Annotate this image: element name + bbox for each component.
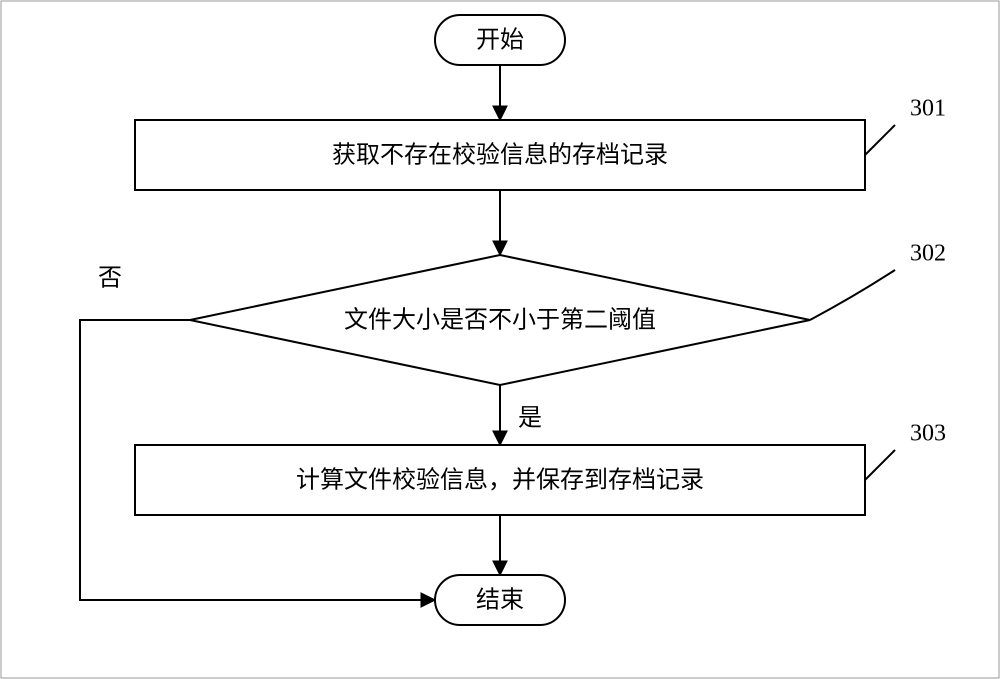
edge-label: 否 <box>98 266 122 292</box>
node-label: 结束 <box>476 587 524 614</box>
node-label: 文件大小是否不小于第二阈值 <box>344 307 656 334</box>
node-end: 结束 <box>435 575 565 625</box>
node-label: 获取不存在校验信息的存档记录 <box>332 142 668 169</box>
node-n302: 文件大小是否不小于第二阈值 <box>190 255 810 385</box>
node-n303: 计算文件校验信息，并保存到存档记录 <box>135 445 865 515</box>
ref-leader <box>810 270 895 320</box>
ref-label: 301 <box>910 96 946 122</box>
edge-label: 是 <box>518 406 542 432</box>
ref-label: 303 <box>910 421 946 447</box>
ref-leader <box>865 450 895 480</box>
node-n301: 获取不存在校验信息的存档记录 <box>135 120 865 190</box>
node-start: 开始 <box>435 15 565 65</box>
node-label: 开始 <box>476 27 524 54</box>
node-label: 计算文件校验信息，并保存到存档记录 <box>296 467 704 494</box>
ref-label: 302 <box>910 241 946 267</box>
ref-leader <box>865 125 895 155</box>
